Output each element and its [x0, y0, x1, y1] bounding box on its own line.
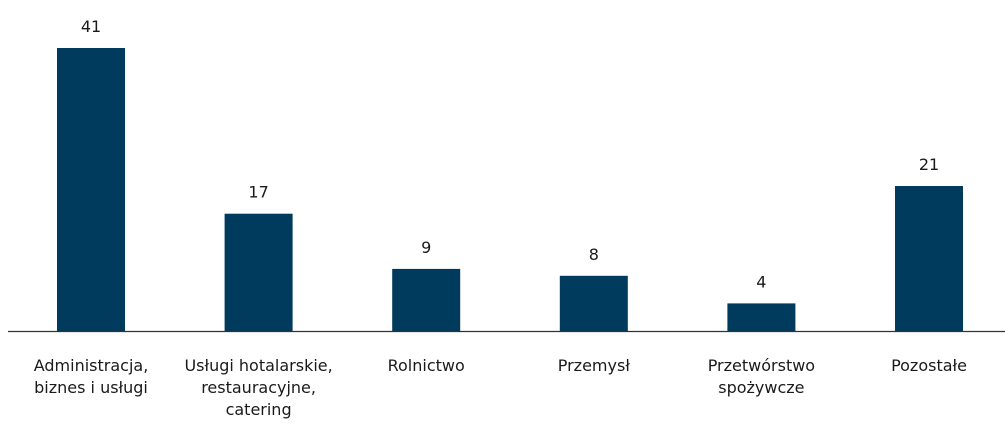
bar [559, 275, 628, 331]
bar [895, 186, 963, 331]
category-label: Przetwórstwo spożywcze [708, 356, 815, 397]
category-label-line: biznes i usługi [34, 378, 148, 397]
data-label: 4 [756, 272, 766, 291]
category-label: Przemysł [558, 356, 631, 375]
category-label: Usługi hotalarskie, restauracyjne, caterin… [184, 356, 332, 419]
bars-group [57, 48, 963, 331]
data-labels-group: 41 17 9 8 4 21 [81, 17, 939, 291]
data-label: 8 [589, 245, 599, 264]
bar [224, 213, 293, 331]
category-label: Pozostałe [891, 356, 967, 375]
bar [57, 48, 125, 331]
category-label-line: Przetwórstwo [708, 356, 815, 375]
category-label-line: Usługi hotalarskie, [184, 356, 332, 375]
data-label: 17 [248, 183, 268, 202]
category-labels-group: Administracja, biznes i usługi Usługi hota… [34, 356, 967, 419]
category-label-line: Administracja, [34, 356, 149, 375]
data-label: 21 [919, 155, 939, 174]
category-label-line: Pozostałe [891, 356, 967, 375]
data-label: 41 [81, 17, 101, 36]
bar [392, 268, 461, 331]
data-label: 9 [421, 238, 431, 257]
bar [727, 303, 796, 331]
category-label: Administracja, biznes i usługi [34, 356, 149, 397]
category-label-line: catering [226, 400, 292, 419]
category-label-line: spożywcze [718, 378, 804, 397]
category-label-line: Przemysł [558, 356, 631, 375]
category-label: Rolnictwo [388, 356, 465, 375]
category-label-line: restauracyjne, [201, 378, 316, 397]
category-label-line: Rolnictwo [388, 356, 465, 375]
